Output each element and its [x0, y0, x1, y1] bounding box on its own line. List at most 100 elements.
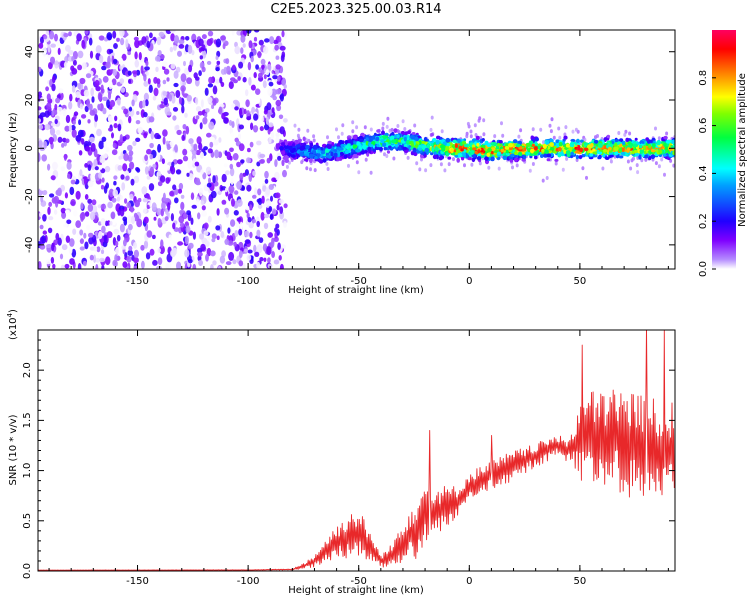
noise-cell [234, 230, 239, 237]
noise-cell [267, 87, 273, 97]
noise-cell [170, 213, 174, 222]
noise-cell [59, 253, 64, 260]
noise-cell [149, 166, 155, 175]
noise-cell [184, 249, 190, 258]
noise-cell [177, 188, 183, 194]
signal-cell [608, 146, 612, 151]
signal-cell [436, 135, 441, 140]
noise-cell [188, 138, 194, 145]
noise-cell [386, 116, 390, 121]
noise-cell [86, 224, 91, 231]
signal-cell [435, 139, 440, 145]
noise-cell [146, 204, 150, 210]
noise-cell [272, 208, 277, 215]
signal-cell [645, 137, 649, 142]
noise-cell [253, 244, 257, 253]
noise-cell [115, 240, 119, 247]
noise-cell [363, 125, 367, 130]
noise-cell [186, 172, 190, 177]
noise-cell [72, 228, 77, 235]
noise-cell [242, 172, 247, 177]
noise-cell [293, 123, 297, 128]
noise-cell [415, 161, 419, 166]
noise-cell [264, 38, 270, 43]
noise-cell [138, 100, 144, 109]
signal-cell [648, 139, 653, 143]
noise-cell [115, 85, 119, 92]
noise-cell [202, 117, 208, 125]
signal-cell [639, 144, 643, 149]
noise-cell [239, 172, 244, 181]
noise-cell [271, 251, 275, 258]
noise-cell [265, 200, 271, 209]
signal-cell [472, 147, 477, 151]
noise-cell [177, 50, 182, 57]
noise-cell [172, 222, 176, 230]
signal-cell [583, 147, 589, 152]
noise-cell [201, 34, 207, 40]
signal-cell [433, 151, 437, 156]
noise-cell [83, 89, 90, 97]
noise-cell [259, 126, 264, 132]
noise-cell [256, 220, 261, 228]
noise-cell [663, 172, 666, 177]
noise-cell [222, 43, 226, 50]
noise-cell [231, 103, 236, 109]
noise-cell [87, 203, 94, 212]
signal-cell [512, 139, 518, 144]
noise-cell [626, 159, 630, 164]
noise-cell [443, 168, 447, 173]
noise-cell [175, 90, 181, 98]
noise-cell [272, 95, 278, 101]
noise-cell [165, 177, 170, 184]
noise-cell [96, 128, 102, 137]
noise-cell [68, 101, 73, 110]
noise-cell [77, 64, 83, 71]
noise-cell [258, 72, 263, 79]
noise-cell [98, 172, 102, 179]
noise-cell [159, 104, 165, 109]
signal-cell [497, 151, 502, 155]
noise-cell [188, 242, 194, 249]
signal-cell [476, 142, 480, 147]
signal-cell [534, 155, 538, 160]
noise-cell [224, 207, 230, 215]
noise-cell [190, 192, 195, 200]
signal-cell [580, 147, 583, 153]
noise-cell [232, 99, 239, 105]
noise-cell [112, 68, 118, 77]
noise-cell [470, 162, 474, 167]
noise-cell [114, 115, 118, 122]
noise-cell [274, 159, 278, 168]
noise-cell [270, 239, 275, 248]
noise-cell [340, 131, 344, 136]
noise-cell [113, 228, 120, 235]
signal-cell [288, 145, 293, 151]
signal-cell [424, 147, 430, 153]
noise-cell [71, 68, 78, 75]
signal-cell [438, 155, 443, 161]
noise-cell [178, 39, 185, 45]
noise-cell [281, 159, 285, 167]
noise-cell [160, 239, 164, 249]
x-tick-label: -150 [126, 576, 149, 587]
signal-cell [575, 154, 580, 160]
signal-cell [663, 135, 668, 140]
signal-cell [568, 146, 573, 151]
noise-cell [347, 163, 350, 168]
noise-cell [71, 85, 76, 93]
noise-cell [113, 175, 118, 180]
noise-cell [156, 98, 160, 106]
signal-cell [356, 141, 361, 146]
noise-cell [355, 125, 359, 130]
signal-cell [445, 143, 451, 147]
x-tick-label: 0 [466, 576, 472, 587]
signal-cell [302, 136, 306, 142]
noise-cell [98, 140, 104, 150]
noise-cell [213, 139, 219, 146]
noise-cell [275, 142, 281, 150]
signal-cell [570, 138, 576, 143]
noise-cell [270, 131, 275, 139]
noise-cell [250, 55, 254, 63]
noise-cell [266, 102, 272, 111]
